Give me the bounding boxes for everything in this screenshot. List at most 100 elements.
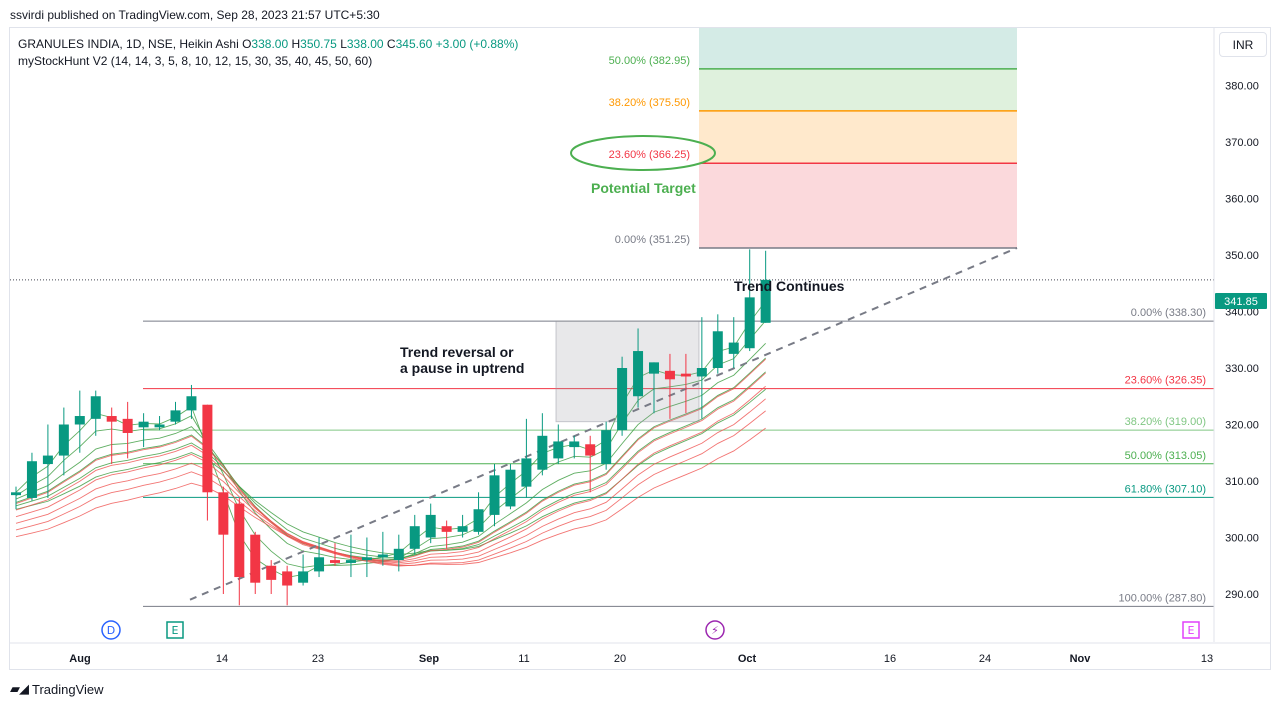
candle-body (617, 368, 628, 431)
candle-body (345, 560, 356, 563)
fib-upper-label: 0.00% (351.25) (615, 234, 690, 246)
event-marker-icon (101, 620, 121, 640)
tradingview-brand: TradingView (32, 681, 104, 697)
annotation-trend-reversal: Trend reversal or (400, 344, 514, 360)
target-ellipse (570, 135, 716, 171)
time-tick: 23 (312, 653, 324, 665)
fib-lower-label: 61.80% (307.10) (1125, 483, 1206, 495)
change-value: +3.00 (+0.88%) (435, 37, 519, 51)
close-label: C (386, 37, 396, 51)
time-tick: 24 (979, 653, 991, 665)
time-tick: 11 (518, 653, 529, 665)
candle-body (74, 416, 85, 425)
annotations (189, 135, 1018, 601)
candle-body (90, 396, 101, 419)
symbol-info: GRANULES INDIA, 1D, NSE, Heikin Ashi (18, 37, 239, 51)
candle-body (457, 526, 468, 532)
candle-body (122, 418, 133, 433)
event-marker-label: E (172, 624, 179, 637)
price-tick: 380.00 (1225, 81, 1259, 93)
candle-body (250, 534, 261, 583)
candle-body (11, 492, 21, 496)
tradingview-logo-icon: ▰◢ (10, 681, 29, 696)
low-value: 338.00 (346, 37, 384, 51)
candle-body (473, 509, 484, 532)
price-tick: 340.00 (1225, 307, 1259, 319)
candle-body (409, 526, 420, 549)
publisher-line: ssvirdi published on TradingView.com, Se… (10, 8, 380, 22)
chart-legend: GRANULES INDIA, 1D, NSE, Heikin Ashi O33… (18, 36, 518, 70)
fib-upper-zone (699, 28, 1017, 69)
candle-body (521, 458, 532, 487)
candle-body (712, 331, 723, 368)
price-tick: 370.00 (1225, 137, 1259, 149)
currency-button[interactable]: INR (1219, 32, 1267, 57)
candle-body (569, 441, 580, 448)
candle-body (537, 435, 548, 470)
candle-body (154, 424, 165, 428)
ema-line (15, 358, 766, 561)
fib-lower-label: 0.00% (338.30) (1131, 307, 1206, 319)
fib-lower-label: 50.00% (313.05) (1125, 450, 1206, 462)
time-tick: Oct (738, 653, 757, 665)
candle-body (218, 492, 229, 535)
candle-body (680, 373, 691, 377)
indicator-line: myStockHunt V2 (14, 14, 3, 5, 8, 10, 12,… (18, 54, 373, 68)
candle-body (314, 557, 325, 572)
tradingview-logo: ▰◢ TradingView (10, 681, 104, 697)
event-markers[interactable]: D E ⚡ E (101, 620, 1200, 640)
candle-body (234, 503, 245, 578)
event-marker-icon (705, 620, 725, 640)
time-tick: Aug (69, 653, 90, 665)
candle-body (186, 396, 197, 411)
candle-body (696, 368, 707, 377)
fib-lower-label: 38.20% (319.00) (1125, 416, 1206, 428)
candle-body (42, 455, 53, 465)
price-tick: 360.00 (1225, 194, 1259, 206)
chart-frame (9, 27, 1271, 670)
candle-body (441, 526, 452, 532)
time-tick: 13 (1201, 653, 1213, 665)
candle-body (266, 565, 277, 580)
fib-upper-label: 38.20% (375.50) (609, 97, 690, 109)
time-tick: Sep (419, 653, 439, 665)
ema-line (15, 398, 766, 565)
candle-body (760, 279, 771, 323)
time-tick: 16 (884, 653, 896, 665)
time-tick: 20 (614, 653, 626, 665)
event-marker-label: D (107, 624, 115, 637)
ema-line (15, 385, 766, 564)
candle-body (282, 571, 293, 586)
candle-body (585, 444, 596, 456)
event-marker-label: E (1188, 624, 1195, 637)
fib-upper-zone (699, 68, 1017, 111)
fib-upper-zone (699, 110, 1017, 164)
chart-labels: 0.00% (351.25) 23.60% (366.25) 38.20% (375… (400, 55, 1206, 605)
price-axis[interactable]: 290.00 300.00 310.00 320.00 330.00 340.00 350.… (1213, 28, 1267, 642)
candle-body (649, 362, 659, 374)
candle-body (377, 554, 388, 558)
time-axis[interactable]: Aug 14 23 Sep 11 20 Oct 16 24 Nov 13 (10, 642, 1270, 665)
annotation-trend-continues: Trend Continues (734, 278, 845, 294)
candle-body (489, 475, 500, 515)
price-tick: 320.00 (1225, 420, 1259, 432)
annotation-pause: a pause in uptrend (400, 360, 524, 376)
candle-body (330, 560, 340, 563)
time-tick: 14 (216, 653, 228, 665)
fib-lower-label: 100.00% (287.80) (1119, 592, 1206, 604)
high-label: H (291, 37, 301, 51)
low-label: L (340, 37, 347, 51)
open-value: 338.00 (251, 37, 289, 51)
price-tick: 330.00 (1225, 363, 1259, 375)
candle-body (728, 342, 739, 354)
high-value: 350.75 (300, 37, 337, 51)
last-price-label: 341.85 (1224, 296, 1258, 308)
annotation-potential-target: Potential Target (591, 180, 696, 196)
event-marker-icon (1182, 621, 1200, 639)
last-price-tag (1215, 293, 1267, 310)
candle-body (601, 430, 612, 465)
ema-line (15, 427, 766, 566)
symbol-line: GRANULES INDIA, 1D, NSE, Heikin Ashi O33… (18, 36, 518, 53)
price-tick: 350.00 (1225, 250, 1259, 262)
